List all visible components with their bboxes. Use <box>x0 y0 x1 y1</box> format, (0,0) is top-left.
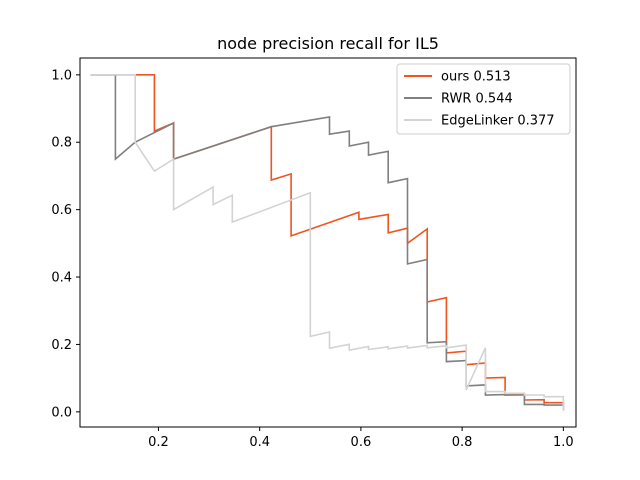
plot-area <box>90 74 565 411</box>
legend-label-1: RWR 0.544 <box>441 92 513 107</box>
legend-box <box>396 63 571 135</box>
y-axis: 0.0 0.2 0.4 0.6 0.8 1.0 <box>51 68 80 420</box>
x-tick-label: 0.2 <box>148 435 169 450</box>
y-tick-label: 0.0 <box>51 405 72 420</box>
series-line-1 <box>90 74 565 411</box>
y-tick-label: 1.0 <box>51 68 72 83</box>
series-line-2 <box>90 74 565 411</box>
y-tick-label: 0.4 <box>51 271 72 286</box>
y-tick-label: 0.8 <box>51 136 72 151</box>
legend: ours 0.513 RWR 0.544 EdgeLinker 0.377 <box>396 63 571 135</box>
x-axis: 0.2 0.4 0.6 0.8 1.0 <box>148 427 574 450</box>
y-tick-label: 0.2 <box>51 338 72 353</box>
axes-frame <box>79 57 577 428</box>
chart-title: node precision recall for IL5 <box>217 34 439 53</box>
x-tick-label: 0.4 <box>249 435 270 450</box>
x-tick-label: 1.0 <box>553 435 574 450</box>
legend-label-2: EdgeLinker 0.377 <box>441 114 555 129</box>
y-tick-label: 0.6 <box>51 203 72 218</box>
x-tick-label: 0.8 <box>452 435 473 450</box>
legend-label-0: ours 0.513 <box>441 70 511 85</box>
x-tick-label: 0.6 <box>351 435 372 450</box>
